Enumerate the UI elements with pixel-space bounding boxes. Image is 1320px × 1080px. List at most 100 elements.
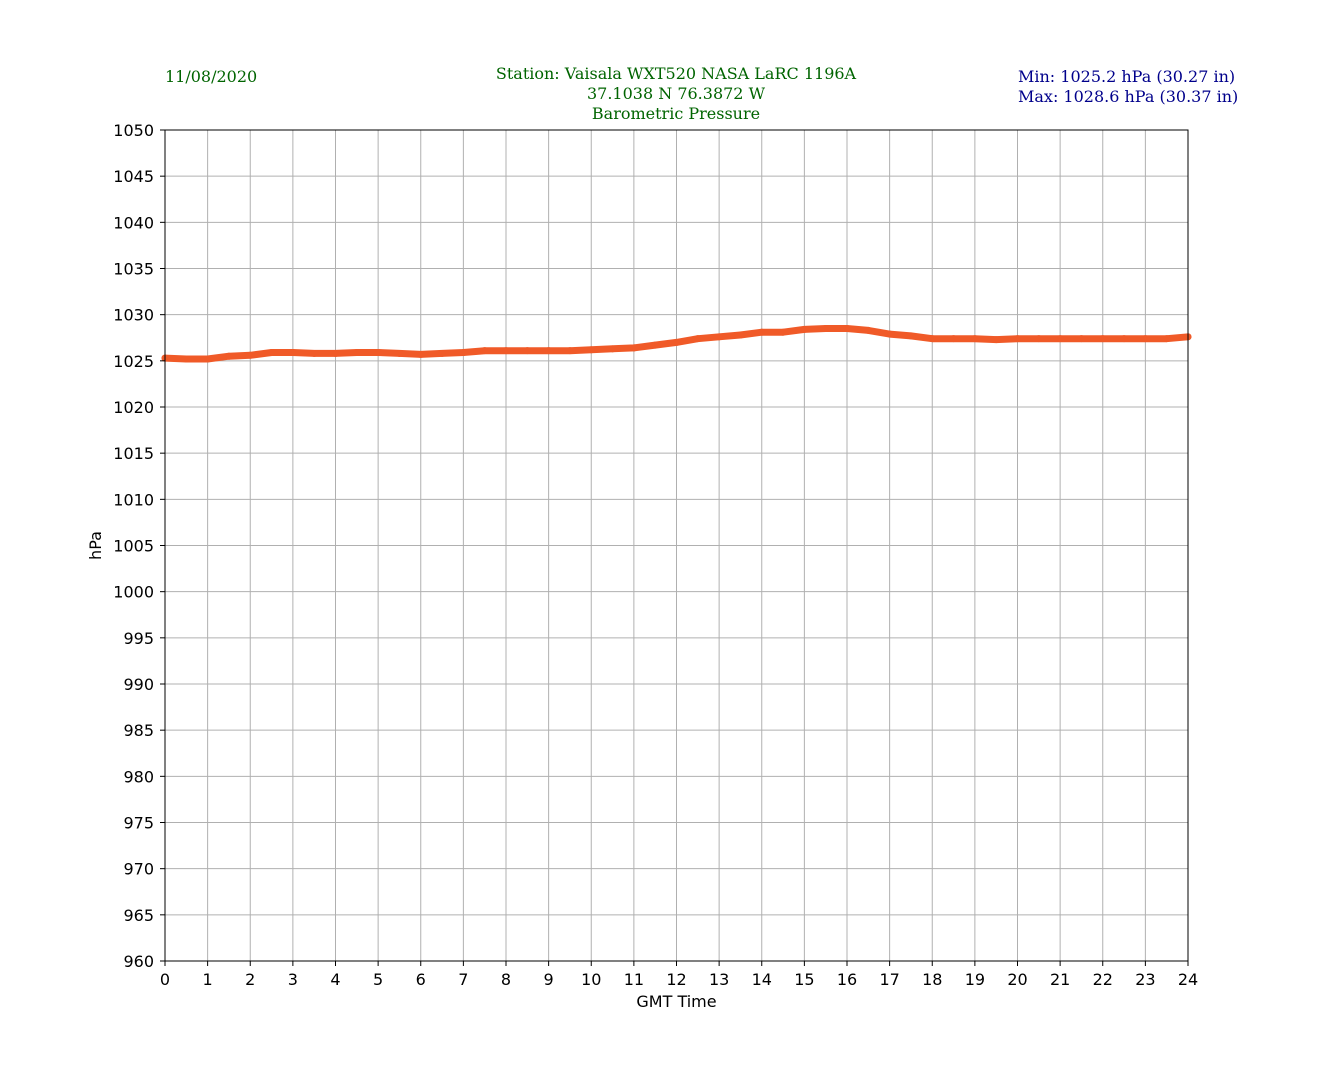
pressure-data-point xyxy=(417,350,425,358)
x-tick-label: 11 xyxy=(624,970,644,989)
pressure-data-point xyxy=(1099,335,1107,343)
pressure-data-point xyxy=(736,331,744,339)
x-tick-label: 19 xyxy=(965,970,985,989)
y-tick-label: 965 xyxy=(123,906,154,925)
pressure-data-point xyxy=(1014,335,1021,343)
pressure-data-point xyxy=(1056,335,1064,343)
x-tick-label: 23 xyxy=(1135,970,1155,989)
pressure-data-point xyxy=(587,346,595,354)
x-tick-label: 3 xyxy=(288,970,298,989)
pressure-data-point xyxy=(395,349,403,357)
x-tick-label: 4 xyxy=(330,970,340,989)
x-tick-label: 10 xyxy=(581,970,601,989)
y-tick-label: 960 xyxy=(123,952,154,971)
pressure-data-point xyxy=(523,347,531,355)
x-tick-label: 15 xyxy=(794,970,814,989)
pressure-data-point xyxy=(332,349,339,357)
y-tick-label: 1020 xyxy=(113,398,154,417)
pressure-data-point xyxy=(673,338,680,346)
x-tick-label: 18 xyxy=(922,970,942,989)
chart-title-block: Station: Vaisala WXT520 NASA LaRC 1196A … xyxy=(496,64,856,124)
chart-subtitle: Barometric Pressure xyxy=(591,104,761,123)
x-tick-label: 2 xyxy=(245,970,255,989)
pressure-data-point xyxy=(374,349,382,357)
pressure-data-point xyxy=(758,328,766,336)
pressure-data-point xyxy=(1077,335,1085,343)
pressure-data-point xyxy=(268,349,276,357)
y-tick-label: 1045 xyxy=(113,167,154,186)
y-tick-label: 1030 xyxy=(113,306,154,325)
y-tick-label: 990 xyxy=(123,675,154,694)
pressure-data-point xyxy=(353,349,361,357)
x-tick-label: 20 xyxy=(1007,970,1027,989)
pressure-data-point xyxy=(800,325,808,333)
pressure-data-point xyxy=(289,349,297,357)
x-tick-label: 5 xyxy=(373,970,383,989)
y-tick-label: 1005 xyxy=(113,537,154,556)
y-tick-label: 1035 xyxy=(113,260,154,279)
minmax-block: Min: 1025.2 hPa (30.27 in) Max: 1028.6 h… xyxy=(1018,67,1238,107)
x-tick-label: 21 xyxy=(1050,970,1070,989)
pressure-data-point xyxy=(204,355,212,363)
pressure-data-point xyxy=(992,336,1000,344)
pressure-data-point xyxy=(609,345,617,353)
x-tick-label: 24 xyxy=(1178,970,1198,989)
pressure-data-point xyxy=(1141,335,1149,343)
y-axis-ticks: 960 965 970 975 980 985 990 995 1000 1005 1010 1015… xyxy=(113,121,165,971)
x-tick-label: 1 xyxy=(203,970,213,989)
pressure-data-point xyxy=(182,355,190,363)
y-tick-label: 1040 xyxy=(113,213,154,232)
pressure-data-point xyxy=(822,325,830,333)
y-gridlines xyxy=(165,129,1188,962)
coords-line: 37.1038 N 76.3872 W xyxy=(586,84,766,103)
pressure-data-point xyxy=(438,349,446,357)
min-value: Min: 1025.2 hPa (30.27 in) xyxy=(1018,67,1236,86)
y-tick-label: 1000 xyxy=(113,583,154,602)
pressure-data-point xyxy=(971,335,979,343)
y-tick-label: 980 xyxy=(123,767,154,786)
pressure-data-point xyxy=(779,328,787,336)
max-value: Max: 1028.6 hPa (30.37 in) xyxy=(1018,87,1239,106)
y-tick-label: 975 xyxy=(123,814,154,833)
pressure-data-point xyxy=(246,351,254,359)
x-tick-label: 16 xyxy=(837,970,857,989)
x-tick-label: 0 xyxy=(160,970,170,989)
date-label: 11/08/2020 xyxy=(165,67,258,86)
x-tick-label: 13 xyxy=(709,970,729,989)
pressure-data-point xyxy=(481,347,489,355)
pressure-data-point xyxy=(715,333,723,341)
y-tick-label: 1010 xyxy=(113,490,154,509)
pressure-data-point xyxy=(651,341,659,349)
pressure-data-point xyxy=(843,325,851,333)
pressure-data-point xyxy=(502,347,510,355)
series-layer xyxy=(161,325,1192,363)
y-tick-label: 1015 xyxy=(113,444,154,463)
x-tick-label: 22 xyxy=(1093,970,1113,989)
x-axis-ticks: 0 1 2 3 4 5 6 7 8 9 10 11 12 13 14 15 16 17 18 19 20 21 22 23 24 xyxy=(160,961,1198,989)
pressure-data-point xyxy=(694,335,702,343)
x-tick-label: 17 xyxy=(879,970,899,989)
pressure-data-point xyxy=(630,344,638,352)
pressure-data-point xyxy=(310,349,318,357)
y-tick-label: 970 xyxy=(123,860,154,879)
pressure-data-point xyxy=(545,347,553,355)
pressure-data-point xyxy=(950,335,958,343)
y-tick-label: 985 xyxy=(123,721,154,740)
x-axis-title: GMT Time xyxy=(636,992,716,1011)
x-tick-label: 7 xyxy=(458,970,468,989)
pressure-data-point xyxy=(1120,335,1128,343)
pressure-data-point xyxy=(566,347,574,355)
station-line: Station: Vaisala WXT520 NASA LaRC 1196A xyxy=(495,64,857,83)
pressure-data-point xyxy=(1035,335,1043,343)
x-tick-label: 9 xyxy=(544,970,554,989)
x-tick-label: 8 xyxy=(501,970,511,989)
y-tick-label: 995 xyxy=(123,629,154,648)
pressure-data-point xyxy=(886,330,894,338)
x-tick-label: 6 xyxy=(416,970,426,989)
pressure-data-point xyxy=(459,349,467,357)
y-axis-title: hPa xyxy=(86,531,105,560)
pressure-data-point xyxy=(864,326,872,334)
pressure-data-point xyxy=(907,332,915,340)
y-tick-label: 1050 xyxy=(113,121,154,140)
